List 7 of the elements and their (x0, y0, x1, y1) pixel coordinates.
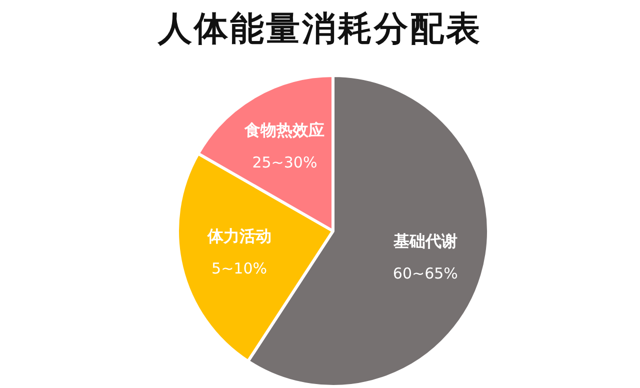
chart-title: 人体能量消耗分配表 (156, 8, 483, 51)
slice-label: 基础代谢 (392, 232, 458, 251)
text: 25~30% (252, 153, 318, 172)
text: 5~10% (212, 259, 267, 278)
slice-label: 体力活动 (206, 226, 272, 246)
text: 60~65% (392, 264, 458, 282)
slice-label: 食物热效应 (244, 120, 325, 140)
